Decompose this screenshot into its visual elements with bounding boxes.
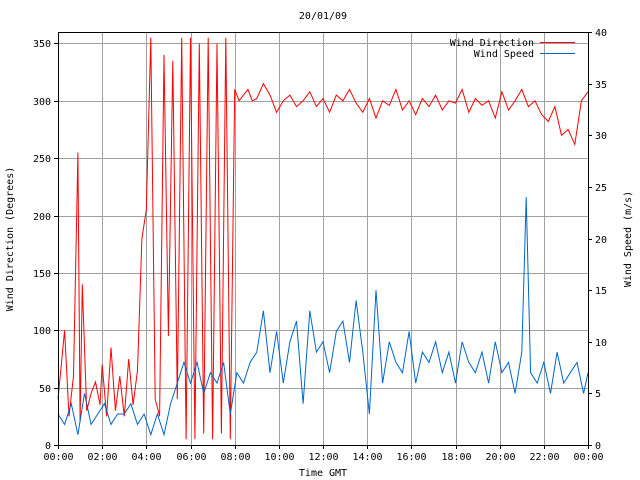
series-layer xyxy=(57,37,589,440)
x-tick-label: 20:00 xyxy=(485,452,515,463)
x-tick-label: 22:00 xyxy=(529,452,559,463)
y-right-tick-label: 30 xyxy=(595,131,607,142)
x-tick-label: 18:00 xyxy=(441,452,471,463)
y-left-tick-label: 200 xyxy=(33,212,51,223)
y-left-tick-label: 350 xyxy=(33,39,51,50)
x-tick-label: 16:00 xyxy=(396,452,426,463)
x-tick-label: 08:00 xyxy=(220,452,250,463)
y-right-tick-label: 25 xyxy=(595,183,607,194)
y-right-tick-label: 10 xyxy=(595,338,607,349)
y-left-tick-label: 100 xyxy=(33,326,51,337)
y-right-tick-label: 5 xyxy=(595,389,601,400)
y-left-tick-label: 250 xyxy=(33,154,51,165)
x-tick-label: 00:00 xyxy=(43,452,73,463)
x-axis-label: Time GMT xyxy=(299,468,347,479)
x-tick-label: 10:00 xyxy=(264,452,294,463)
chart-title: 20/01/09 xyxy=(299,11,347,22)
y-right-tick-label: 35 xyxy=(595,80,607,91)
legend: Wind Direction Wind Speed xyxy=(450,38,575,60)
x-tick-label: 06:00 xyxy=(176,452,206,463)
legend-label-direction: Wind Direction xyxy=(450,38,534,49)
x-tick-label: 12:00 xyxy=(308,452,338,463)
y-left-tick-label: 0 xyxy=(45,441,51,452)
y-left-tick-label: 150 xyxy=(33,269,51,280)
y-right-tick-label: 15 xyxy=(595,286,607,297)
y-right-tick-label: 0 xyxy=(595,441,601,452)
x-tick-label: 14:00 xyxy=(352,452,382,463)
axes-ticks: 00:00 02:00 04:00 06:00 08:00 10:00 12:00 14:00… xyxy=(33,28,607,463)
x-tick-label: 02:00 xyxy=(87,452,117,463)
right-axis-label: Wind Speed (m/s) xyxy=(623,191,634,287)
y-left-tick-label: 300 xyxy=(33,97,51,108)
legend-label-speed: Wind Speed xyxy=(474,49,534,60)
y-right-tick-label: 40 xyxy=(595,28,607,39)
series-line-wind-speed xyxy=(57,197,589,437)
y-right-tick-label: 20 xyxy=(595,235,607,246)
x-tick-label: 00:00 xyxy=(573,452,603,463)
x-tick-label: 04:00 xyxy=(131,452,161,463)
y-left-tick-label: 50 xyxy=(39,384,51,395)
left-axis-label: Wind Direction (Degrees) xyxy=(5,167,16,312)
series-line-wind-direction xyxy=(57,37,589,440)
